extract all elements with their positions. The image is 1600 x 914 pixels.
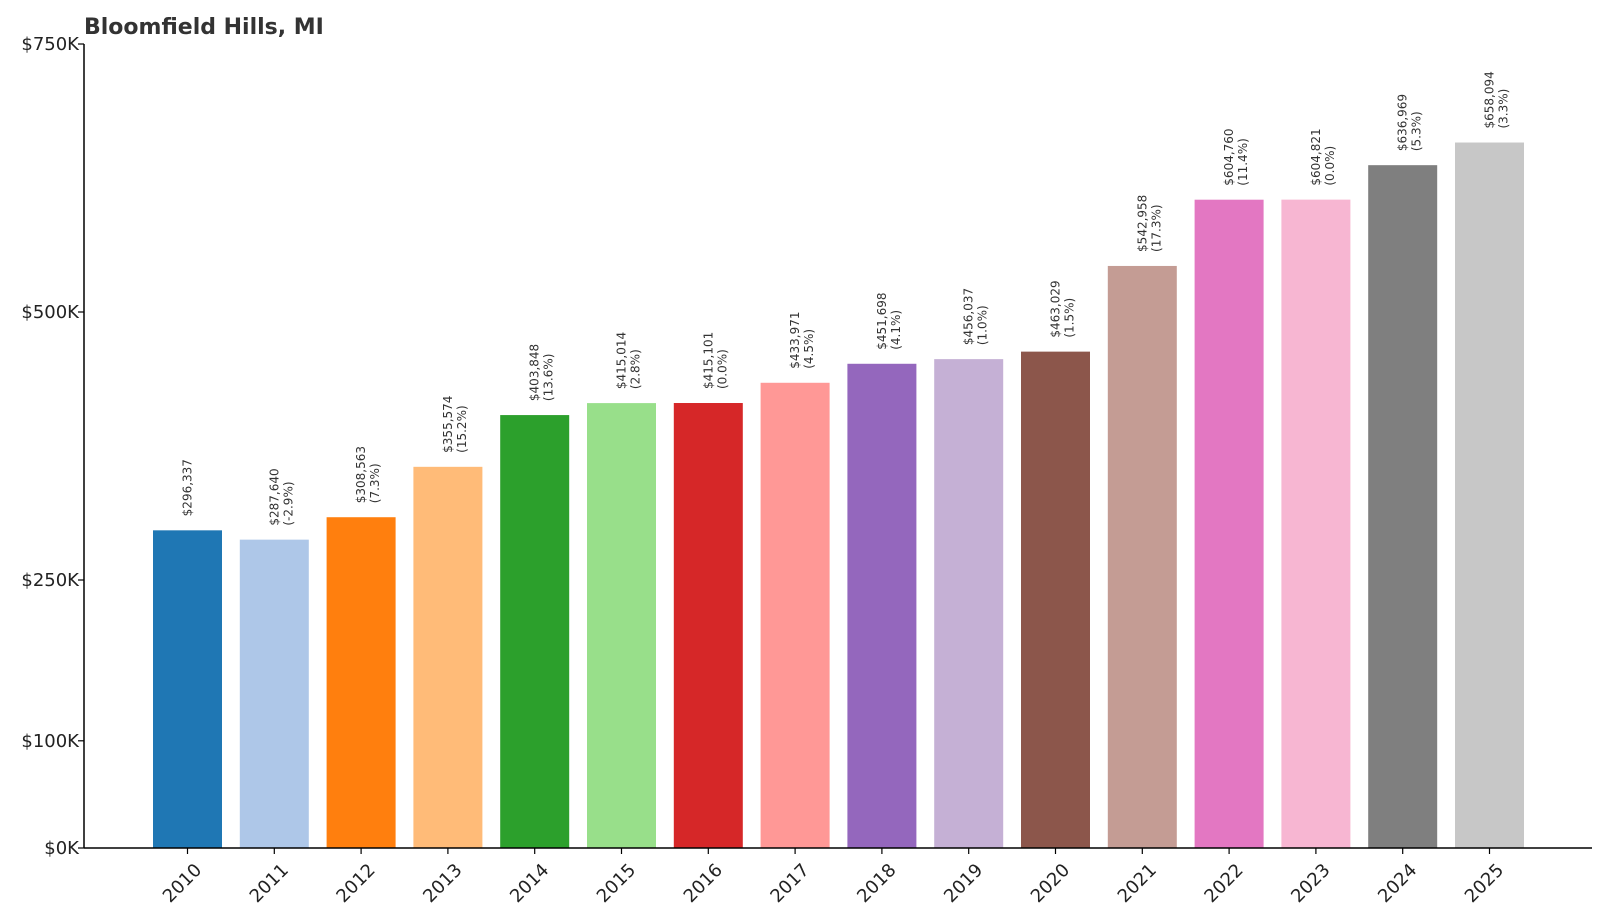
bar-2024	[1368, 165, 1438, 848]
bar-value-label: $415,101	[701, 332, 715, 389]
bar-change-label: (15.2%)	[455, 405, 469, 452]
x-tick-label: 2018	[853, 860, 900, 907]
bar-value-label: $451,698	[875, 293, 889, 350]
bar-value-label: $403,848	[528, 344, 542, 401]
bar-value-label: $415,014	[615, 332, 629, 389]
y-tick-label: $500K	[21, 302, 80, 323]
bar-2014	[500, 415, 570, 848]
bar-2013	[413, 466, 483, 848]
x-tick-label: 2017	[766, 860, 813, 907]
data-labels: $296,337 $287,640 (-2.9%) $308,563 (7.3%) $35…	[181, 71, 1511, 525]
x-tick-label: 2025	[1461, 860, 1508, 907]
bar-2020	[1021, 351, 1090, 848]
bar-value-label: $296,337	[181, 459, 195, 516]
y-tick-label: $250K	[21, 570, 80, 591]
bar-value-label: $433,971	[788, 312, 802, 369]
bar-2011	[239, 539, 309, 848]
bar-change-label: (4.1%)	[889, 310, 903, 350]
bar-change-label: (7.3%)	[368, 463, 382, 503]
x-tick-label: 2014	[506, 860, 553, 907]
x-tick-label: 2024	[1374, 860, 1421, 907]
bar-change-label: (3.3%)	[1497, 89, 1511, 129]
bar-2022	[1194, 199, 1264, 849]
bar-2023	[1281, 199, 1351, 848]
x-tick-label: 2021	[1114, 860, 1161, 907]
bar-change-label: (-2.9%)	[281, 481, 295, 525]
x-tick-label: 2013	[419, 860, 466, 907]
x-tick-label: 2022	[1200, 860, 1247, 907]
bar-value-label: $542,958	[1135, 195, 1149, 252]
x-axis-ticks: 2010 2011 2012 2013 2014 2015 2016 2017 2018 2019…	[159, 848, 1508, 907]
bar-2010	[153, 530, 222, 848]
x-tick-label: 2016	[680, 860, 727, 907]
bar-2012	[326, 517, 396, 848]
bar-2021	[1107, 265, 1177, 848]
bar-change-label: (13.6%)	[542, 354, 556, 401]
bar-value-label: $636,969	[1396, 94, 1410, 151]
x-tick-label: 2011	[246, 860, 293, 907]
bars-group	[153, 142, 1524, 849]
y-axis-ticks: $0K $100K $250K $500K $750K	[21, 34, 84, 859]
bar-change-label: (0.0%)	[715, 349, 729, 389]
x-tick-label: 2019	[940, 860, 987, 907]
bar-2018	[847, 363, 917, 848]
x-tick-label: 2012	[332, 860, 379, 907]
bar-2019	[934, 359, 1004, 848]
bar-value-label: $604,760	[1222, 128, 1236, 185]
bar-value-label: $658,094	[1483, 71, 1497, 128]
x-tick-label: 2023	[1287, 860, 1334, 907]
bar-change-label: (4.5%)	[802, 329, 816, 369]
bar-2017	[760, 382, 830, 848]
bar-value-label: $355,574	[441, 396, 455, 453]
chart-title: Bloomfield Hills, MI	[84, 15, 324, 40]
bar-change-label: (11.4%)	[1236, 138, 1250, 185]
bar-value-label: $604,821	[1309, 128, 1323, 185]
bar-value-label: $463,029	[1049, 280, 1063, 337]
bar-change-label: (1.5%)	[1063, 298, 1077, 338]
bar-value-label: $456,037	[962, 288, 976, 345]
x-tick-label: 2015	[593, 860, 640, 907]
bar-2025	[1455, 142, 1524, 848]
bar-value-label: $308,563	[354, 446, 368, 503]
bar-change-label: (0.0%)	[1323, 146, 1337, 186]
bar-change-label: (1.0%)	[976, 305, 990, 345]
bar-2015	[587, 403, 656, 848]
bar-2016	[673, 403, 743, 848]
x-tick-label: 2010	[159, 860, 206, 907]
bar-value-label: $287,640	[267, 468, 281, 525]
x-tick-label: 2020	[1027, 860, 1074, 907]
y-tick-label: $100K	[21, 731, 80, 752]
bar-change-label: (2.8%)	[629, 349, 643, 389]
y-tick-label: $0K	[44, 838, 80, 859]
bar-change-label: (17.3%)	[1149, 204, 1163, 251]
y-tick-label: $750K	[21, 34, 80, 55]
bar-change-label: (5.3%)	[1410, 111, 1424, 151]
